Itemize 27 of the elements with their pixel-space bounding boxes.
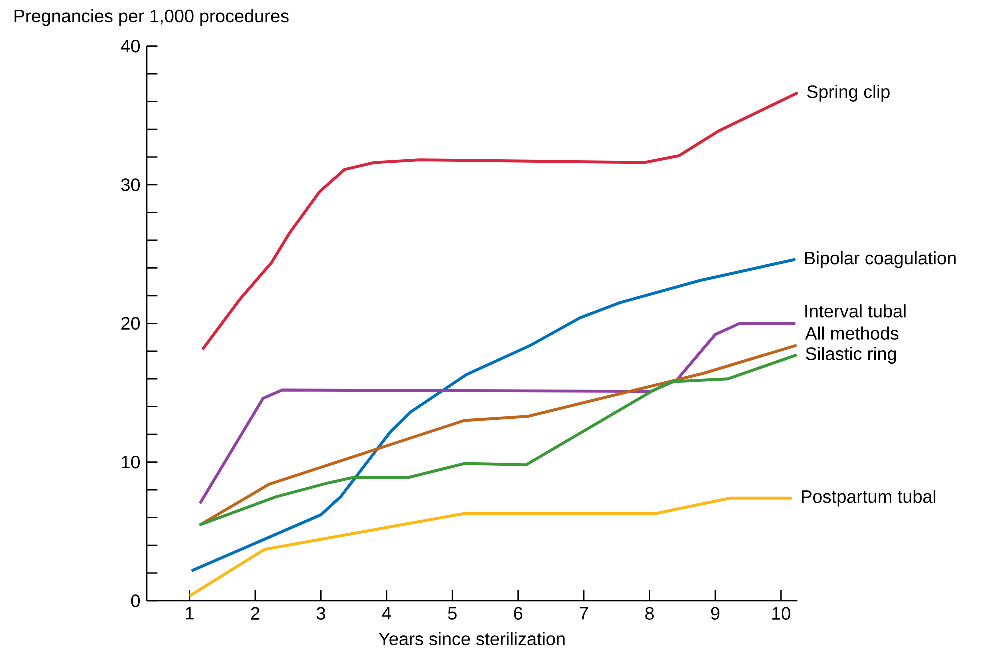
x-axis-title: Years since sterilization	[379, 632, 565, 646]
y-tick-label: 10	[122, 456, 140, 469]
y-tick-label: 0	[131, 594, 140, 608]
y-tick-label: 20	[122, 317, 140, 330]
series-label: Spring clip	[807, 85, 890, 102]
y-axis-title: Pregnancies per 1,000 procedures	[14, 9, 289, 26]
x-tick-label: 6	[514, 607, 523, 620]
series-label: Bipolar coagulation	[805, 251, 956, 268]
line-series	[199, 322, 796, 504]
y-tick-label: 40	[121, 40, 140, 53]
x-tick-label: 10	[772, 607, 791, 620]
series-label: Interval tubal	[806, 304, 906, 318]
x-tick-label: 1	[186, 607, 194, 620]
y-tick-label: 30	[121, 178, 140, 192]
x-tick-label: 2	[251, 607, 260, 620]
series-label: Silastic ring	[806, 347, 896, 364]
x-tick-label: 9	[711, 607, 720, 620]
x-tick-label: 5	[448, 607, 457, 620]
x-tick-label: 8	[646, 607, 654, 620]
x-tick-label: 7	[580, 607, 588, 620]
x-tick-label: 3	[316, 607, 326, 620]
line-series	[202, 92, 798, 350]
x-tick-label: 4	[382, 607, 392, 620]
line-series	[190, 496, 793, 597]
line-series	[192, 258, 796, 572]
series-label: All methods	[805, 326, 899, 340]
series-label: Postpartum tubal	[802, 490, 936, 507]
